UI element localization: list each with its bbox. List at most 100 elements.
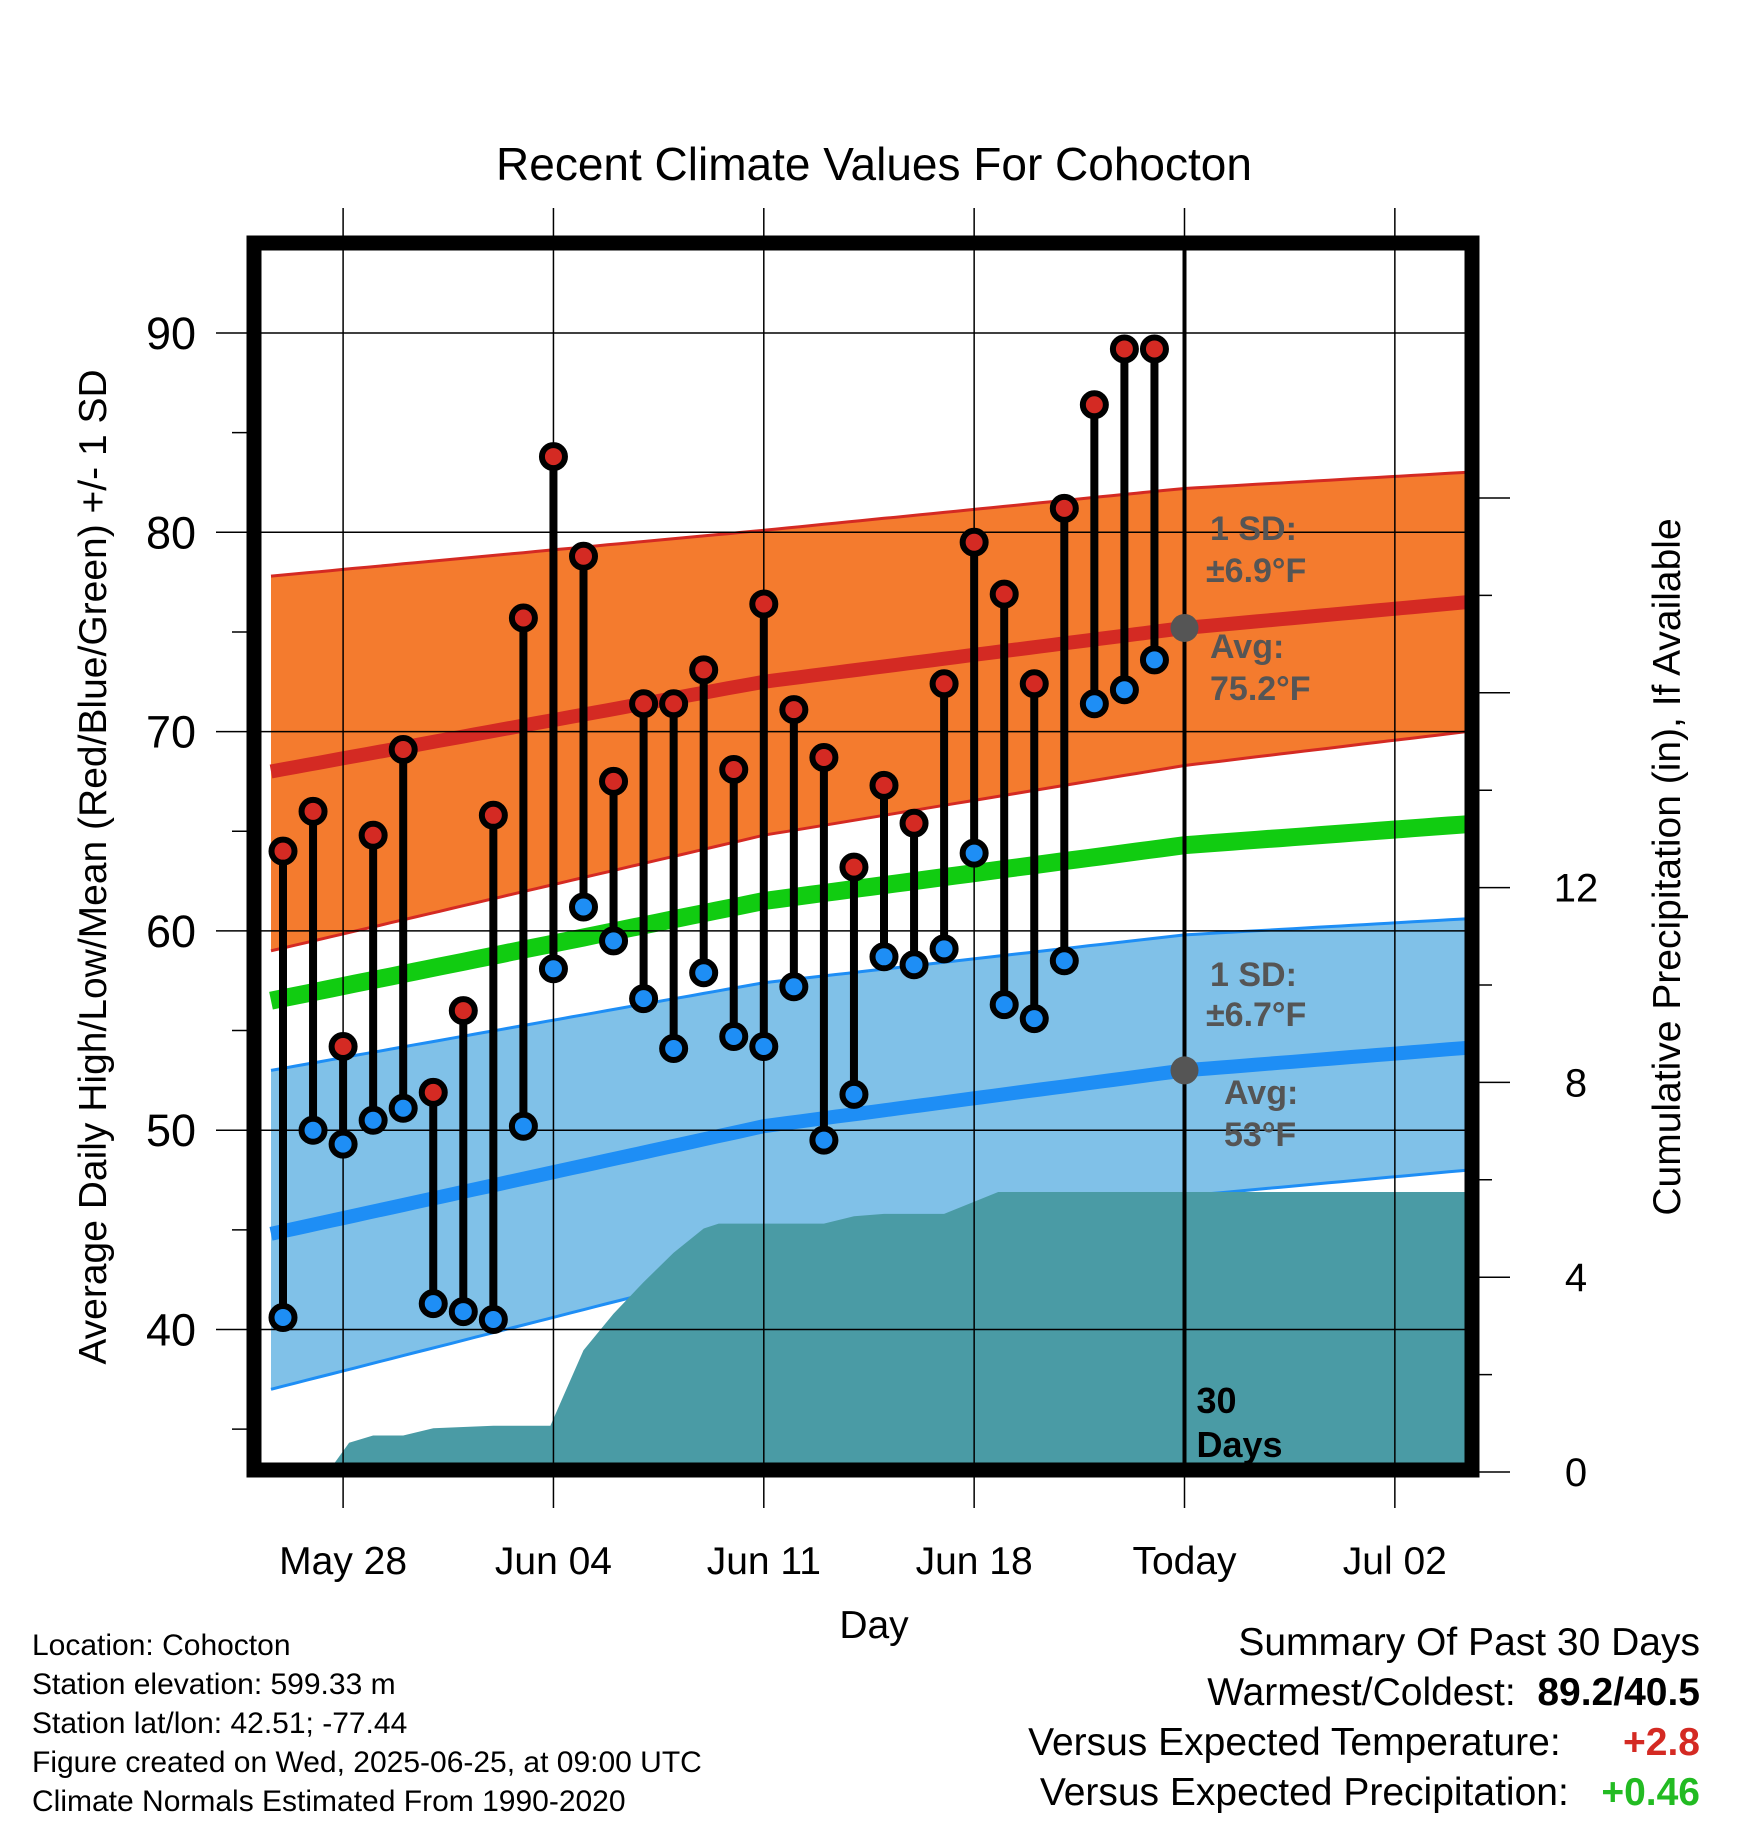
precip-label: Versus Expected Precipitation: <box>1040 1771 1569 1814</box>
y-tick-label: 40 <box>146 1305 196 1356</box>
daily-low-marker <box>752 1035 775 1058</box>
low-sd-label: 1 SD: <box>1210 956 1297 994</box>
daily-high-marker <box>782 698 805 721</box>
daily-low-marker <box>933 937 956 960</box>
daily-low-marker <box>1083 692 1106 715</box>
daily-low-marker <box>1143 648 1166 671</box>
temp-value: +2.8 <box>1604 1720 1700 1766</box>
today-avg-high-marker <box>1171 614 1199 642</box>
summary-warmest-row: Warmest/Coldest: 89.2/40.5 <box>1207 1670 1700 1716</box>
daily-low-marker <box>542 957 565 980</box>
daily-low-marker <box>272 1306 295 1329</box>
location-text: Location: Cohocton <box>32 1627 291 1665</box>
y2-tick-label: 0 <box>1565 1451 1587 1495</box>
daily-low-marker <box>1023 1007 1046 1030</box>
daily-low-marker <box>722 1025 745 1048</box>
daily-high-marker <box>842 856 865 879</box>
daily-high-marker <box>422 1081 445 1104</box>
warmest-value: 89.2/40.5 <box>1537 1670 1700 1716</box>
x-tick-label: Jun 04 <box>495 1540 612 1583</box>
x-axis-label: Day <box>839 1604 909 1647</box>
daily-high-marker <box>302 800 325 823</box>
daily-high-marker <box>963 531 986 554</box>
daily-high-marker <box>572 545 595 568</box>
y-tick-label: 70 <box>146 707 196 758</box>
chart-title: Recent Climate Values For Cohocton <box>496 138 1252 190</box>
daily-high-marker <box>993 583 1016 606</box>
daily-high-marker <box>752 593 775 616</box>
daily-high-marker <box>362 824 385 847</box>
summary-temp-row: Versus Expected Temperature: +2.8 <box>1028 1720 1700 1766</box>
daily-high-marker <box>512 606 535 629</box>
daily-low-marker <box>903 953 926 976</box>
precip-value: +0.46 <box>1601 1770 1700 1816</box>
temp-label: Versus Expected Temperature: <box>1028 1721 1561 1764</box>
daily-low-marker <box>362 1109 385 1132</box>
daily-low-marker <box>452 1300 475 1323</box>
summary-title: Summary Of Past 30 Days <box>1238 1620 1700 1666</box>
daily-high-marker <box>272 840 295 863</box>
low-avg-label: Avg: <box>1224 1074 1298 1112</box>
daily-high-marker <box>1083 393 1106 416</box>
normals-text: Climate Normals Estimated From 1990-2020 <box>32 1783 626 1821</box>
daily-low-marker <box>1113 678 1136 701</box>
daily-high-marker <box>692 658 715 681</box>
daily-high-marker <box>332 1035 355 1058</box>
daily-high-marker <box>662 692 685 715</box>
daily-low-marker <box>842 1083 865 1106</box>
daily-low-marker <box>482 1308 505 1331</box>
y-tick-label: 60 <box>146 906 196 957</box>
daily-high-marker <box>1143 337 1166 360</box>
daily-high-marker <box>812 746 835 769</box>
x-tick-label: Today <box>1132 1540 1237 1583</box>
high-avg-label: Avg: <box>1210 628 1284 666</box>
x-tick-label: May 28 <box>279 1540 407 1583</box>
y-tick-label: 80 <box>146 507 196 558</box>
x-tick-label: Jun 11 <box>707 1540 821 1583</box>
climate-chart: Recent Climate Values For Cohocton 30 Day… <box>0 0 1748 1828</box>
daily-low-marker <box>572 895 595 918</box>
daily-low-marker <box>873 945 896 968</box>
daily-low-marker <box>332 1133 355 1156</box>
warmest-label: Warmest/Coldest: <box>1207 1671 1515 1714</box>
daily-low-marker <box>993 993 1016 1016</box>
daily-low-marker <box>692 961 715 984</box>
high-sd-value: ±6.9°F <box>1206 552 1306 590</box>
created-text: Figure created on Wed, 2025-06-25, at 09… <box>32 1744 702 1782</box>
daily-high-marker <box>632 692 655 715</box>
daily-low-marker <box>632 987 655 1010</box>
daily-low-marker <box>422 1292 445 1315</box>
latlon-text: Station lat/lon: 42.51; -77.44 <box>32 1705 407 1743</box>
daily-high-marker <box>392 738 415 761</box>
daily-low-marker <box>392 1097 415 1120</box>
daily-high-marker <box>1053 497 1076 520</box>
high-avg-value: 75.2°F <box>1210 670 1311 708</box>
x-tick-label: Jun 18 <box>916 1540 1033 1583</box>
y2-axis-label: Cumulative Precipitation (in), If Availa… <box>1646 518 1689 1215</box>
daily-low-marker <box>963 842 986 865</box>
low-sd-value: ±6.7°F <box>1206 996 1306 1034</box>
y-tick-label: 90 <box>146 308 196 359</box>
elevation-text: Station elevation: 599.33 m <box>32 1666 396 1704</box>
daily-high-marker <box>722 758 745 781</box>
daily-high-marker <box>933 672 956 695</box>
summary-precip-row: Versus Expected Precipitation: +0.46 <box>1040 1770 1700 1816</box>
daily-low-marker <box>782 975 805 998</box>
daily-high-marker <box>482 804 505 827</box>
y2-tick-label: 12 <box>1554 867 1599 911</box>
daily-high-marker <box>542 445 565 468</box>
daily-low-marker <box>512 1115 535 1138</box>
y-axis-label: Average Daily High/Low/Mean (Red/Blue/Gr… <box>72 369 115 1364</box>
daily-low-marker <box>1053 949 1076 972</box>
today-avg-low-marker <box>1171 1056 1199 1084</box>
high-sd-label: 1 SD: <box>1210 510 1297 548</box>
y2-tick-label: 4 <box>1565 1256 1587 1300</box>
daily-low-marker <box>602 929 625 952</box>
x-tick-label: Jul 02 <box>1343 1540 1447 1583</box>
daily-high-marker <box>903 812 926 835</box>
daily-high-marker <box>873 774 896 797</box>
daily-high-marker <box>1113 337 1136 360</box>
y2-tick-label: 8 <box>1565 1061 1587 1105</box>
